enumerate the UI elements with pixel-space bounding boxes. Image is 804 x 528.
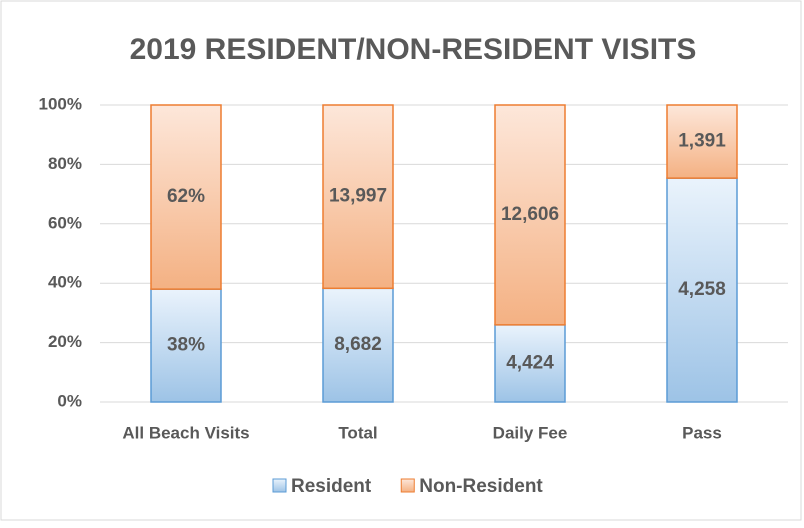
y-tick-label: 40% — [48, 273, 82, 292]
legend-swatch — [272, 478, 287, 493]
x-tick-label: All Beach Visits — [122, 423, 249, 442]
y-tick-label: 20% — [48, 332, 82, 351]
data-label: 12,606 — [501, 204, 559, 225]
legend-swatch — [400, 478, 415, 493]
y-tick-label: 0% — [57, 391, 82, 410]
data-label: 62% — [167, 186, 205, 207]
y-tick-label: 80% — [48, 154, 82, 173]
data-label: 4,258 — [678, 279, 726, 300]
bar-segment — [494, 104, 566, 326]
bar-segment — [150, 288, 222, 403]
legend-label: Resident — [291, 476, 372, 497]
bar-segment — [666, 104, 738, 179]
data-label: 13,997 — [329, 186, 387, 207]
x-tick-label: Total — [338, 423, 377, 442]
bar-segment — [322, 104, 394, 290]
data-label: 8,682 — [334, 334, 382, 355]
bar-segment — [494, 324, 566, 403]
bar-segment — [666, 177, 738, 403]
chart-title: 2019 RESIDENT/NON-RESIDENT VISITS — [130, 33, 697, 66]
legend-label: Non-Resident — [419, 476, 543, 497]
x-tick-label: Daily Fee — [493, 423, 568, 442]
y-tick-label: 60% — [48, 213, 82, 232]
data-label: 4,424 — [506, 352, 554, 373]
y-tick-label: 100% — [39, 94, 82, 113]
x-tick-label: Pass — [682, 423, 722, 442]
bar-segment — [150, 104, 222, 290]
data-label: 1,391 — [678, 131, 726, 152]
data-label: 38% — [167, 335, 205, 356]
